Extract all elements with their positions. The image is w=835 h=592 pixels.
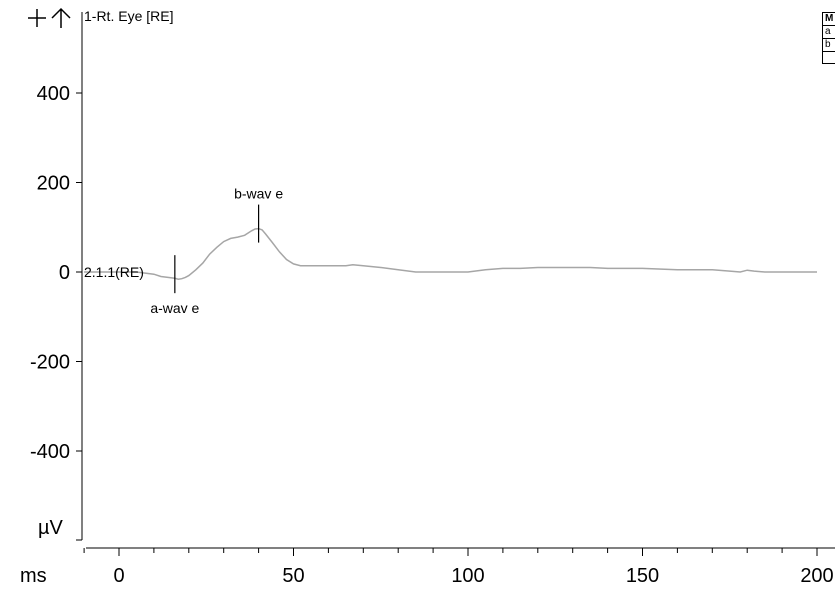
y-tick-label: -400: [30, 441, 70, 463]
y-tick-label: 400: [37, 83, 70, 105]
series-line: [84, 227, 817, 280]
x-tick-label: 200: [800, 565, 833, 587]
up-arrow-icon[interactable]: [51, 7, 71, 28]
y-axis-unit-label: µV: [38, 517, 64, 539]
trace-label: 2.1.1(RE): [84, 264, 144, 280]
y-tick-label: 200: [37, 173, 70, 195]
annotation-label: a-wav e: [150, 300, 199, 316]
plus-icon[interactable]: [28, 9, 46, 27]
x-tick-label: 50: [282, 565, 304, 587]
legend-row: M: [823, 13, 835, 26]
legend-row: b: [823, 39, 835, 52]
y-ticks-group: 400 200 0 -200 -400: [30, 83, 82, 541]
chart-title: 1-Rt. Eye [RE]: [84, 8, 173, 24]
legend-table: M a b: [822, 12, 835, 64]
x-ticks-group: 0 50 100 150 200: [83, 548, 834, 587]
annotation-label: b-wav e: [234, 186, 283, 202]
x-axis-unit-label: ms: [20, 565, 47, 587]
x-tick-label: 150: [626, 565, 659, 587]
x-tick-label: 0: [113, 565, 124, 587]
annotation-group: a-wav e b-wav e: [150, 186, 283, 317]
y-tick-label: -200: [30, 352, 70, 374]
x-tick-label: 100: [451, 565, 484, 587]
series-group: [84, 227, 817, 280]
y-tick-label: 0: [59, 262, 70, 284]
legend-row: a: [823, 26, 835, 39]
